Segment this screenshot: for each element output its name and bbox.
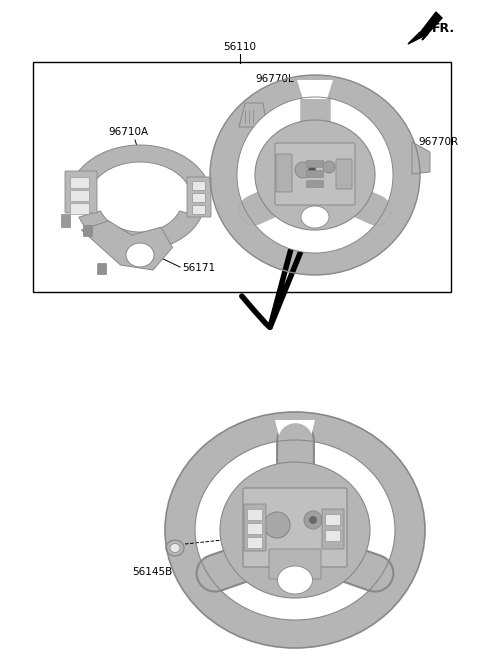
Ellipse shape	[301, 206, 329, 228]
Text: 96710A: 96710A	[108, 127, 148, 137]
Ellipse shape	[264, 512, 290, 538]
Polygon shape	[275, 420, 315, 444]
Ellipse shape	[210, 75, 420, 275]
Text: 56110: 56110	[224, 42, 256, 52]
Ellipse shape	[126, 243, 154, 267]
Ellipse shape	[295, 162, 311, 178]
FancyBboxPatch shape	[307, 171, 324, 178]
FancyBboxPatch shape	[71, 178, 89, 188]
FancyBboxPatch shape	[326, 515, 340, 525]
FancyBboxPatch shape	[65, 171, 97, 213]
FancyBboxPatch shape	[243, 488, 347, 567]
FancyBboxPatch shape	[269, 549, 321, 579]
FancyBboxPatch shape	[322, 509, 344, 549]
Text: 56145B: 56145B	[132, 567, 172, 577]
FancyBboxPatch shape	[84, 226, 93, 237]
Text: 96770R: 96770R	[418, 137, 458, 147]
FancyBboxPatch shape	[307, 180, 324, 188]
Ellipse shape	[323, 161, 335, 173]
Polygon shape	[79, 211, 201, 250]
Ellipse shape	[304, 511, 322, 529]
Polygon shape	[297, 80, 333, 99]
Ellipse shape	[165, 412, 425, 648]
FancyBboxPatch shape	[192, 194, 205, 202]
Text: FR.: FR.	[432, 22, 455, 35]
Text: 56171: 56171	[182, 263, 215, 273]
Ellipse shape	[309, 516, 317, 524]
FancyBboxPatch shape	[248, 510, 262, 520]
Polygon shape	[408, 12, 442, 44]
FancyBboxPatch shape	[192, 182, 205, 190]
Ellipse shape	[277, 566, 312, 594]
FancyBboxPatch shape	[275, 143, 355, 205]
FancyBboxPatch shape	[192, 206, 205, 215]
Bar	[33, 62, 451, 292]
FancyBboxPatch shape	[71, 190, 89, 201]
Polygon shape	[412, 142, 430, 174]
FancyBboxPatch shape	[326, 531, 340, 541]
Ellipse shape	[237, 97, 393, 253]
FancyBboxPatch shape	[248, 523, 262, 534]
FancyBboxPatch shape	[187, 177, 211, 217]
FancyBboxPatch shape	[71, 203, 89, 215]
Polygon shape	[82, 221, 172, 270]
Ellipse shape	[166, 540, 184, 556]
FancyBboxPatch shape	[276, 154, 292, 192]
FancyBboxPatch shape	[307, 161, 324, 167]
FancyBboxPatch shape	[97, 264, 107, 274]
Ellipse shape	[170, 544, 180, 552]
Ellipse shape	[195, 440, 395, 620]
Ellipse shape	[220, 462, 370, 598]
Polygon shape	[72, 145, 208, 187]
FancyBboxPatch shape	[248, 538, 262, 548]
Ellipse shape	[255, 120, 375, 230]
FancyBboxPatch shape	[336, 159, 352, 189]
Polygon shape	[239, 103, 267, 127]
Text: 96770L: 96770L	[255, 74, 294, 84]
FancyBboxPatch shape	[244, 504, 266, 551]
FancyBboxPatch shape	[61, 215, 71, 228]
Ellipse shape	[308, 166, 316, 174]
